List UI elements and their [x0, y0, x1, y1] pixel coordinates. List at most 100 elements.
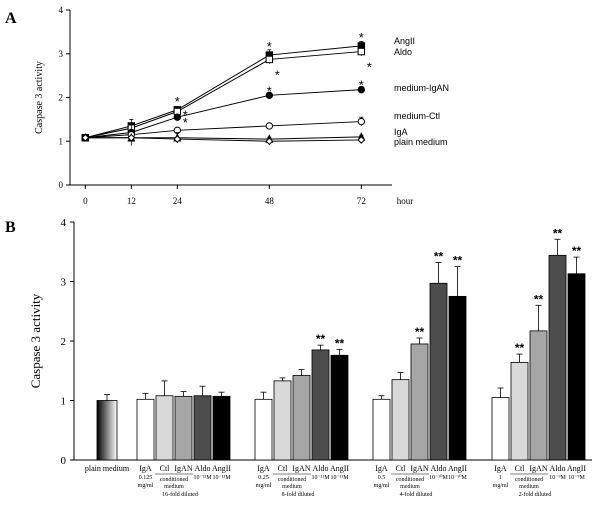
bar-label: AngII	[448, 464, 467, 473]
panel-b-bar-chart: 0 1 2 3 4 Caspase 3 activity plain medium IgA Ct…	[28, 217, 592, 498]
bar-label: IgA	[494, 464, 507, 473]
bar-angii	[212, 395, 231, 461]
bar-group-4: IgA ** Ctl ** IgAN ** Aldo ** AngII 1 mg/ml 10⁻⁹M 10…	[491, 226, 586, 498]
significance-star: *	[183, 115, 188, 130]
x-tick-label-a: 48	[265, 196, 275, 206]
x-tick-label-a: 0	[83, 196, 88, 206]
significance-star: *	[359, 30, 364, 45]
significance-star: *	[275, 67, 280, 82]
bar-aldo	[311, 349, 330, 461]
y-axis-label-a: Caspase 3 activity	[34, 61, 45, 134]
conditioned-label: conditioned	[278, 477, 306, 483]
bar-label: Aldo	[313, 464, 329, 473]
control-label: plain medium	[85, 464, 130, 473]
dilution-label: 16-fold diluted	[162, 491, 198, 498]
bar-angii	[330, 354, 349, 461]
bar-label: IgAN	[174, 464, 192, 473]
bar-label: Ctl	[160, 464, 171, 473]
bar-label: IgA	[257, 464, 270, 473]
significance-stars: **	[335, 336, 345, 350]
concentration: 10⁻⁹M	[568, 475, 585, 481]
medium-label: medium	[400, 484, 420, 490]
iga-dose: 0.125	[139, 475, 153, 481]
conditioned-label: conditioned	[160, 477, 188, 483]
iga-dose-unit: mg/ml	[256, 483, 272, 489]
significance-stars: **	[453, 254, 463, 268]
significance-stars: **	[534, 292, 544, 306]
significance-stars: **	[316, 332, 326, 346]
significance-star: *	[359, 78, 364, 93]
data-point	[173, 135, 182, 143]
series-plain-medium: plain medium	[81, 133, 448, 147]
series-line	[85, 51, 362, 139]
significance-star: *	[267, 83, 272, 98]
significance-stars: **	[572, 244, 582, 258]
concentration: 10⁻¹³M	[193, 475, 212, 481]
iga-dose: 1	[499, 475, 502, 481]
y-tick-label-a: 1	[59, 136, 64, 146]
bar-igan	[174, 395, 193, 461]
series-label: IgA	[394, 127, 408, 137]
y-tick-label-b: 0	[61, 455, 67, 467]
data-point	[357, 117, 366, 126]
y-tick-label-b: 1	[61, 396, 67, 408]
bar-angii	[567, 273, 586, 461]
data-point	[265, 122, 274, 130]
series-label: medium-Ctl	[394, 111, 440, 121]
concentration: 10⁻¹³M	[212, 475, 231, 481]
bar-ctl	[391, 379, 410, 461]
bar-iga	[372, 398, 391, 461]
bar-label: Ctl	[278, 464, 289, 473]
iga-dose-unit: mg/ml	[493, 483, 509, 489]
data-point	[173, 113, 182, 121]
iga-dose: 0.25	[258, 475, 269, 481]
x-tick-label-a: 12	[127, 196, 136, 206]
data-point	[127, 133, 136, 142]
y-tick-label-a: 0	[59, 180, 64, 190]
significance-stars: **	[415, 325, 425, 339]
significance-stars: **	[434, 249, 444, 263]
y-tick-label-a: 4	[59, 5, 64, 15]
bar-plain-medium	[96, 400, 118, 461]
significance-star: *	[367, 60, 372, 75]
x-unit-label-a: hour	[397, 196, 414, 206]
bar-label: Aldo	[195, 464, 211, 473]
concentration: 10⁻⁹M	[549, 475, 566, 481]
y-tick-label-a: 2	[59, 93, 64, 103]
bar-aldo	[548, 254, 567, 461]
panel-a-label: A	[5, 10, 17, 27]
iga-dose-unit: mg/ml	[374, 483, 390, 489]
series-label: Aldo	[394, 47, 412, 57]
bar-label: Ctl	[396, 464, 407, 473]
bar-iga	[491, 397, 510, 461]
conditioned-label: conditioned	[515, 477, 543, 483]
bar-label: IgAN	[529, 464, 547, 473]
concentration: 10⁻¹¹M	[311, 475, 330, 481]
concentration: 10⁻¹⁰M	[448, 474, 467, 481]
bar-label: IgA	[375, 464, 388, 473]
bar-aldo	[429, 282, 448, 461]
data-point	[265, 137, 274, 146]
medium-label: medium	[282, 484, 302, 490]
medium-label: medium	[164, 484, 184, 490]
data-point	[265, 91, 274, 100]
y-tick-label-b: 3	[61, 277, 67, 289]
significance-stars: **	[553, 226, 563, 240]
bar-label: Aldo	[550, 464, 566, 473]
dilution-label: 4-fold diluted	[400, 491, 433, 498]
bar-igan	[410, 343, 429, 461]
bar-label: Ctl	[515, 464, 526, 473]
x-tick-label-a: 24	[173, 196, 183, 206]
iga-dose: 0.5	[378, 475, 386, 481]
significance-stars: **	[515, 341, 525, 355]
bar-iga	[136, 398, 155, 461]
bar-ctl	[155, 395, 174, 461]
data-point	[357, 136, 366, 144]
series-label: AngII	[394, 36, 415, 46]
medium-label: medium	[519, 484, 539, 490]
series-line	[85, 89, 362, 139]
bar-label: IgAN	[410, 464, 428, 473]
concentration: 10⁻¹¹M	[330, 475, 349, 481]
